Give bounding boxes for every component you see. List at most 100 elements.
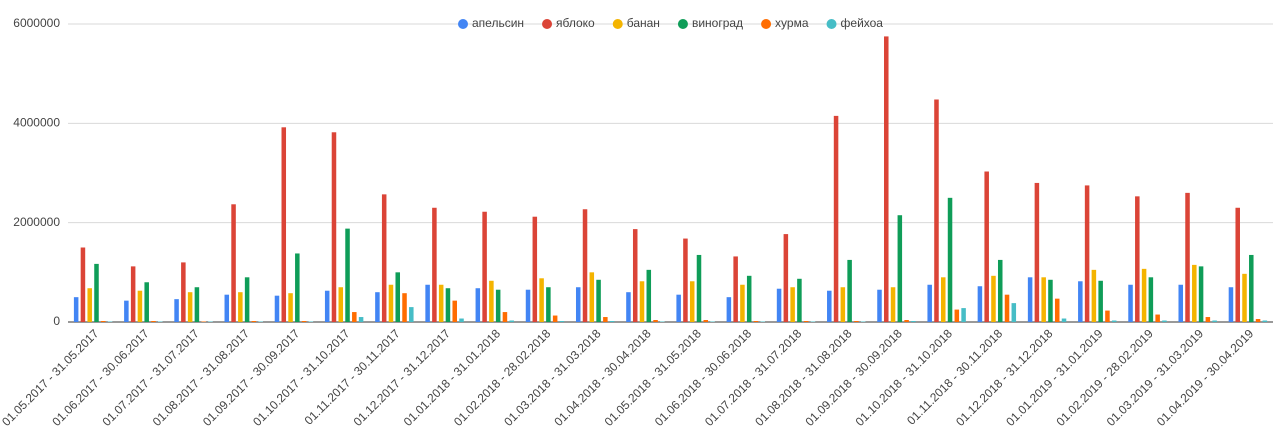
bar — [947, 197, 953, 322]
legend-marker — [458, 19, 469, 29]
bar — [854, 321, 859, 322]
x-tick-label: 01.06.2017 - 30.06.2017 — [49, 326, 152, 429]
x-tick-label: 01.05.2017 - 31.05.2017 — [0, 326, 102, 429]
bar — [1078, 281, 1083, 322]
bar — [1128, 284, 1133, 322]
bar — [1141, 268, 1147, 322]
y-tick-label: 6000000 — [13, 16, 60, 30]
bar — [740, 284, 745, 322]
bar — [603, 317, 608, 322]
bar — [1242, 273, 1247, 322]
legend-label: апельсин — [472, 16, 524, 30]
x-tick-label: 01.12.2017 - 31.12.2017 — [351, 326, 454, 429]
bar — [181, 262, 186, 322]
bar — [1054, 298, 1060, 322]
bar — [703, 320, 709, 322]
bar — [1048, 279, 1053, 322]
bar — [803, 321, 809, 322]
bar — [509, 320, 514, 322]
bar — [452, 300, 457, 322]
bar — [689, 281, 695, 322]
bar — [1205, 317, 1211, 322]
bar — [482, 211, 487, 322]
legend-marker — [677, 19, 688, 29]
legend-marker — [542, 19, 553, 29]
bar — [582, 209, 588, 322]
bar — [459, 318, 464, 322]
bar — [1155, 314, 1160, 322]
bar — [1041, 277, 1046, 322]
bar — [80, 247, 86, 322]
y-tick-label: 0 — [53, 314, 60, 328]
bar — [174, 299, 179, 322]
legend-label: хурма — [775, 16, 809, 30]
bar — [87, 288, 92, 322]
bar — [502, 312, 508, 322]
x-tick-label: 01.07.2018 - 31.07.2018 — [702, 326, 805, 429]
bar — [877, 289, 882, 322]
bar — [991, 275, 996, 322]
bar — [475, 288, 481, 322]
x-tick-label: 01.08.2017 - 31.08.2017 — [150, 326, 253, 429]
bar — [632, 229, 638, 322]
bar — [639, 281, 645, 322]
bar — [954, 309, 960, 322]
bar — [251, 321, 257, 322]
bar — [575, 287, 581, 322]
legend-label: яблоко — [556, 16, 595, 30]
bar — [733, 256, 738, 322]
bar — [1027, 277, 1033, 322]
bar — [884, 36, 889, 323]
bar — [1162, 320, 1167, 322]
x-tick-label: 01.09.2017 - 30.09.2017 — [200, 326, 303, 429]
bar — [124, 300, 129, 322]
x-tick-label: 01.04.2018 - 30.04.2018 — [551, 326, 654, 429]
legend-marker — [826, 19, 837, 29]
bar — [1148, 277, 1154, 322]
bar — [238, 292, 243, 322]
x-tick-label: 01.03.2018 - 31.03.2018 — [501, 326, 604, 429]
bar — [683, 238, 688, 322]
bar — [911, 321, 916, 322]
bar — [1091, 269, 1097, 322]
bar — [532, 216, 538, 322]
x-tick-label: 01.01.2018 - 31.01.2018 — [401, 326, 504, 429]
x-tick-label: 01.11.2018 - 30.11.2018 — [904, 326, 1005, 427]
y-tick-label: 4000000 — [13, 116, 60, 130]
bar — [274, 295, 280, 322]
bar — [445, 288, 451, 322]
bar — [783, 234, 789, 322]
bar — [1255, 319, 1261, 322]
bar — [1135, 196, 1140, 322]
bar — [489, 280, 494, 322]
bar — [626, 292, 631, 322]
bar — [940, 277, 946, 322]
bar — [753, 321, 759, 322]
bar — [1084, 185, 1090, 322]
bar — [696, 254, 702, 322]
bar — [130, 266, 136, 322]
bar — [432, 207, 437, 322]
x-tick-label: 01.08.2018 - 31.08.2018 — [752, 326, 855, 429]
legend-label: банан — [627, 16, 660, 30]
x-tick-label: 01.03.2019 - 31.03.2019 — [1104, 326, 1207, 429]
x-tick-label: 01.05.2018 - 31.05.2018 — [602, 326, 705, 429]
bar — [897, 215, 903, 322]
bar — [388, 284, 394, 322]
bar — [94, 263, 99, 322]
bar — [224, 294, 230, 322]
bar — [1011, 303, 1017, 322]
x-tick-label: 01.11.2017 - 30.11.2017 — [302, 326, 403, 427]
legend-label: фейхоа — [841, 16, 884, 30]
bar — [977, 286, 983, 322]
bar — [295, 253, 300, 322]
bar — [231, 204, 236, 322]
bar — [559, 321, 565, 322]
bar — [288, 293, 293, 322]
bar — [539, 278, 544, 322]
x-tick-label: 01.02.2018 - 28.02.2018 — [451, 326, 554, 429]
bar — [997, 259, 1003, 322]
bar — [890, 287, 896, 322]
bar — [552, 315, 558, 322]
bar — [144, 282, 149, 322]
